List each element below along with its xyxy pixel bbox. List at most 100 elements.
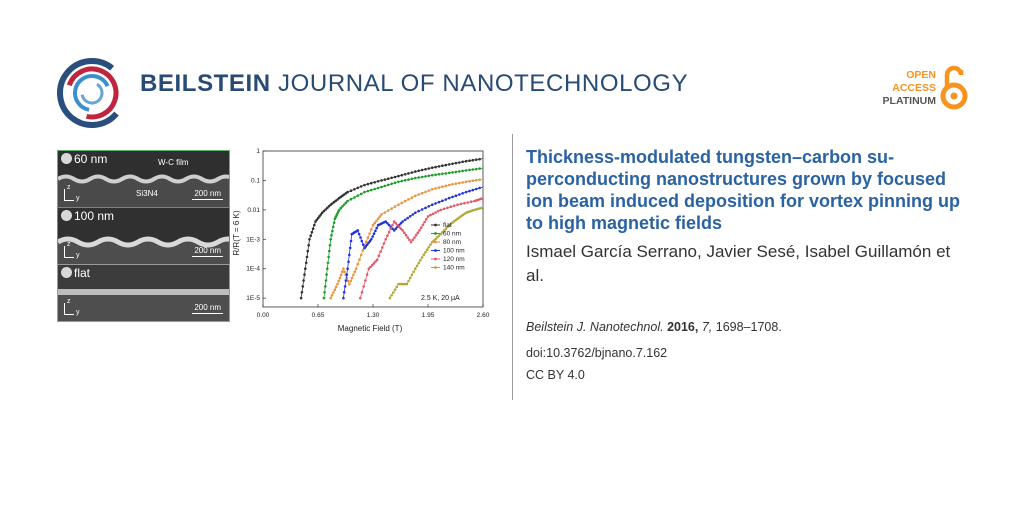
data-point <box>390 207 393 210</box>
data-point <box>407 279 410 283</box>
data-point <box>446 206 449 210</box>
data-point <box>337 279 340 283</box>
data-point <box>427 205 431 208</box>
article-title[interactable]: Thickness-modulated tungsten–carbon su­p… <box>526 147 961 233</box>
data-point <box>461 160 464 164</box>
data-point <box>338 276 342 280</box>
license[interactable]: CC BY 4.0 <box>526 368 585 382</box>
data-point <box>320 211 324 214</box>
data-point <box>384 238 387 241</box>
data-point <box>390 176 393 180</box>
legend-label: 80 nm <box>443 239 461 246</box>
data-point <box>308 238 311 241</box>
data-point <box>454 194 458 197</box>
data-point <box>364 245 368 248</box>
data-point <box>429 213 432 217</box>
data-point <box>403 173 407 176</box>
data-point <box>478 167 481 170</box>
data-point <box>388 296 392 300</box>
data-point <box>417 209 420 213</box>
data-point <box>356 262 360 266</box>
data-point <box>418 229 421 232</box>
data-point <box>441 172 444 176</box>
data-point <box>313 223 316 227</box>
data-point <box>349 197 353 201</box>
data-point <box>366 182 370 186</box>
data-point <box>366 236 370 239</box>
data-point <box>436 209 440 213</box>
data-point <box>410 171 414 174</box>
data-point <box>458 181 461 185</box>
data-point <box>346 190 349 194</box>
data-point <box>365 273 369 276</box>
data-point <box>343 285 347 288</box>
data-point <box>349 239 353 243</box>
data-point <box>408 215 412 218</box>
data-point <box>380 179 383 182</box>
data-point <box>434 187 437 190</box>
data-point <box>379 250 382 253</box>
data-point <box>390 294 393 297</box>
data-point <box>383 178 387 181</box>
data-point <box>368 232 371 235</box>
data-point <box>339 206 343 210</box>
data-point <box>359 296 362 300</box>
data-point <box>464 159 468 163</box>
data-point <box>478 178 481 181</box>
data-point <box>464 169 468 172</box>
data-point <box>382 242 386 245</box>
data-point <box>330 294 334 297</box>
data-point <box>374 260 377 263</box>
data-point <box>464 190 468 194</box>
doi-link[interactable]: doi:10.3762/bjnano.7.162 <box>526 346 668 360</box>
data-point <box>356 229 360 232</box>
data-point <box>331 225 335 229</box>
data-point <box>306 249 310 253</box>
data-point <box>414 267 417 270</box>
data-point <box>452 204 456 207</box>
data-point <box>449 205 453 208</box>
data-point <box>301 285 305 288</box>
data-point <box>353 188 356 191</box>
data-point <box>356 186 360 190</box>
data-point <box>400 201 404 205</box>
legend-marker <box>434 249 437 252</box>
data-point <box>328 243 332 247</box>
data-point <box>333 288 337 291</box>
data-point <box>430 188 434 191</box>
x-tick-label: 0.65 <box>312 312 325 319</box>
data-point <box>324 279 328 282</box>
data-point <box>454 182 458 185</box>
data-point <box>410 196 414 199</box>
data-point <box>461 181 464 184</box>
data-point <box>342 291 346 294</box>
data-point <box>437 234 441 237</box>
data-point <box>344 201 348 205</box>
panel-label: flat <box>74 266 91 280</box>
data-point <box>403 199 407 203</box>
data-point <box>442 207 446 211</box>
open-access-label: OPEN ACCESS PLATINUM <box>862 69 936 108</box>
data-point <box>436 236 439 239</box>
data-point <box>311 227 315 230</box>
journal-name[interactable]: BEILSTEIN JOURNAL OF NANOTECHNOLOGY <box>140 70 688 98</box>
legend-marker <box>434 266 437 269</box>
data-point <box>359 253 363 257</box>
data-point <box>427 245 431 249</box>
data-point <box>414 233 418 237</box>
data-point <box>300 291 304 294</box>
data-point <box>427 167 431 170</box>
data-point <box>339 273 343 277</box>
data-point <box>384 220 387 223</box>
data-point <box>322 209 326 213</box>
data-point <box>425 217 428 221</box>
data-point <box>375 258 379 262</box>
data-point <box>340 270 344 274</box>
data-point <box>347 260 350 264</box>
data-point <box>370 263 374 267</box>
data-point <box>370 188 373 192</box>
data-point <box>352 273 355 277</box>
